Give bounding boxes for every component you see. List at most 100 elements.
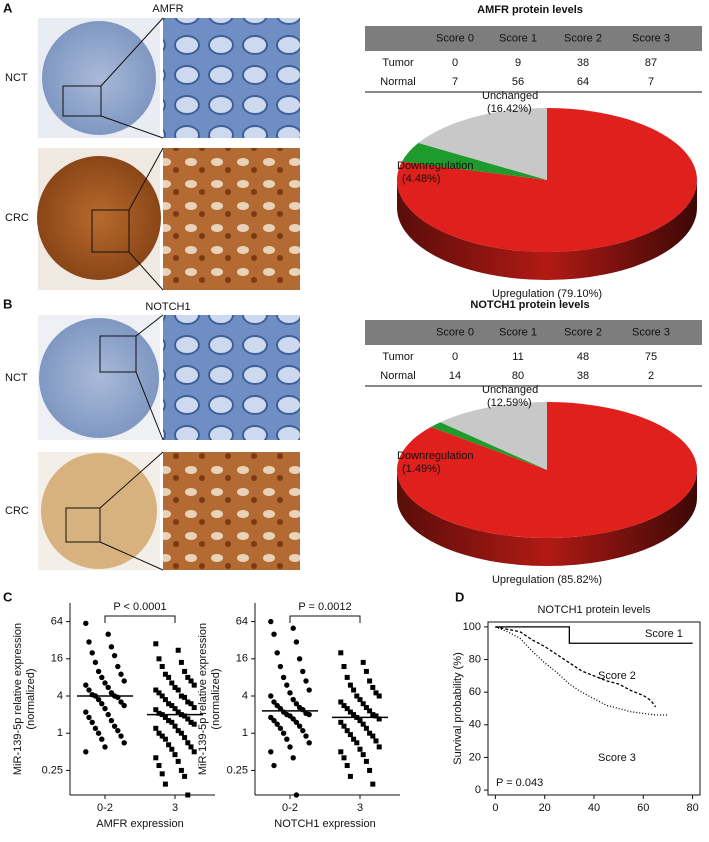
pie-slice bbox=[440, 402, 547, 470]
point bbox=[347, 732, 353, 738]
table-header: Score 0 bbox=[436, 32, 474, 44]
table-header-bg bbox=[365, 26, 702, 51]
point bbox=[153, 707, 159, 713]
x-tick-label: 0-2 bbox=[282, 802, 298, 814]
point bbox=[178, 767, 184, 773]
point bbox=[156, 763, 162, 769]
zoom-line bbox=[128, 147, 164, 211]
point bbox=[357, 718, 363, 724]
point bbox=[367, 708, 373, 714]
y-tick-label: 1 bbox=[242, 727, 248, 739]
y-tick-label: 100 bbox=[463, 621, 481, 633]
point bbox=[102, 680, 108, 686]
point bbox=[166, 742, 172, 748]
point bbox=[347, 773, 353, 779]
point bbox=[121, 678, 127, 684]
point bbox=[172, 706, 178, 712]
survival-curve bbox=[495, 626, 693, 644]
point bbox=[162, 697, 168, 703]
point bbox=[373, 738, 379, 744]
table-title: NOTCH1 protein levels bbox=[470, 299, 589, 311]
p-value: P = 0.0012 bbox=[298, 601, 351, 613]
point bbox=[370, 712, 376, 718]
x-tick-label: 0-2 bbox=[97, 802, 113, 814]
point bbox=[367, 730, 373, 736]
point bbox=[182, 773, 188, 779]
point bbox=[268, 749, 274, 755]
table-cell: 38 bbox=[577, 57, 589, 69]
zoom-line bbox=[128, 251, 164, 291]
tma-core bbox=[37, 156, 161, 280]
zoom-line bbox=[99, 541, 164, 571]
point bbox=[169, 746, 175, 752]
point bbox=[92, 659, 99, 666]
point bbox=[338, 719, 344, 725]
zoom-image bbox=[163, 18, 300, 138]
point bbox=[274, 721, 280, 727]
point bbox=[376, 744, 382, 750]
point bbox=[277, 725, 284, 732]
x-axis-label: NOTCH1 expression bbox=[274, 818, 375, 830]
point bbox=[367, 767, 373, 773]
point bbox=[363, 758, 369, 764]
pie-slice bbox=[396, 108, 697, 253]
zoom-line bbox=[135, 314, 164, 337]
plot-frame bbox=[487, 621, 701, 796]
point bbox=[296, 723, 303, 729]
point bbox=[360, 752, 366, 758]
table-row-label: Tumor bbox=[382, 57, 414, 69]
category-label: Downregulation bbox=[397, 160, 473, 172]
point bbox=[108, 644, 115, 650]
p-value: P < 0.0001 bbox=[113, 601, 166, 613]
zoom-image bbox=[163, 452, 300, 570]
point bbox=[370, 733, 376, 739]
point bbox=[162, 714, 168, 720]
zoom-box bbox=[99, 335, 137, 373]
point bbox=[354, 693, 360, 699]
table-header: Score 1 bbox=[499, 32, 537, 44]
point bbox=[178, 659, 184, 665]
table-cell: 87 bbox=[645, 57, 657, 69]
point bbox=[347, 709, 353, 715]
y-tick-label: 80 bbox=[469, 653, 481, 665]
y-tick-label: 64 bbox=[236, 616, 248, 628]
point bbox=[102, 744, 108, 750]
table-cell: 7 bbox=[648, 76, 654, 88]
point bbox=[175, 647, 181, 653]
pie-slice bbox=[430, 422, 547, 470]
point bbox=[191, 705, 197, 711]
point bbox=[185, 792, 191, 798]
point bbox=[367, 678, 373, 684]
category-label: Upregulation bbox=[492, 574, 554, 586]
point bbox=[290, 696, 296, 703]
point bbox=[169, 703, 175, 709]
x-tick-label: 3 bbox=[172, 802, 178, 814]
point bbox=[105, 711, 111, 718]
point bbox=[290, 625, 296, 631]
category-label: Upregulation bbox=[492, 288, 554, 300]
point bbox=[182, 713, 188, 719]
point bbox=[172, 684, 178, 690]
panel-label: D bbox=[455, 589, 464, 604]
x-tick-label: 0 bbox=[492, 802, 498, 814]
point bbox=[344, 728, 350, 734]
point bbox=[351, 712, 357, 718]
table-cell: 7 bbox=[452, 76, 458, 88]
point bbox=[363, 668, 369, 674]
point bbox=[99, 701, 105, 707]
point bbox=[169, 719, 175, 725]
significance-bracket bbox=[289, 615, 361, 623]
table-cell: 56 bbox=[512, 76, 524, 88]
point bbox=[290, 716, 296, 722]
point bbox=[153, 725, 159, 731]
zoom-box bbox=[62, 85, 102, 117]
point bbox=[162, 736, 168, 742]
y-axis-label: MiR-139-5p relative expression bbox=[12, 623, 24, 775]
table-cell: 11 bbox=[512, 351, 523, 363]
panel-label: B bbox=[3, 296, 12, 311]
point bbox=[86, 714, 92, 721]
pie-slice bbox=[401, 143, 547, 180]
point bbox=[166, 674, 172, 680]
table-header-bg bbox=[365, 320, 702, 345]
point bbox=[303, 733, 309, 739]
